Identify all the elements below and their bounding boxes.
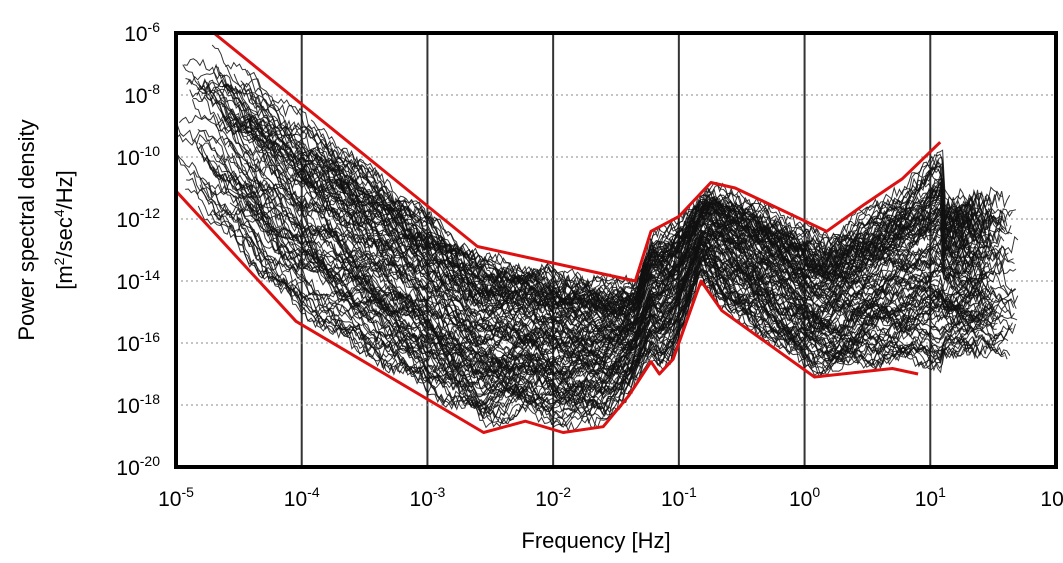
- envelope-lines: [176, 33, 942, 434]
- x-tick-label: 10-4: [284, 484, 320, 511]
- spectrum-trace: [315, 127, 1003, 312]
- y-tick-label: 10-20: [116, 453, 160, 480]
- spectrum-trace: [217, 121, 998, 379]
- spectrum-trace: [177, 156, 999, 415]
- spectrum-trace: [211, 44, 972, 300]
- plot-frame: [174, 31, 1058, 469]
- y-axis-unit-mid: /sec: [52, 217, 77, 257]
- y-tick-label: 10-10: [116, 143, 160, 170]
- y-axis-unit-prefix: [m: [52, 265, 77, 289]
- spectrum-trace: [209, 97, 991, 315]
- spectrum-trace: [233, 73, 1017, 307]
- spectrum-trace: [209, 209, 1009, 409]
- spectrum-trace: [299, 201, 1006, 358]
- spectrum-trace: [250, 123, 969, 322]
- spectrum-trace: [343, 217, 996, 358]
- spectrum-trace: [237, 223, 1013, 398]
- spectrum-trace: [196, 87, 1002, 324]
- x-tick-label: 10-5: [158, 484, 194, 511]
- spectra-traces: [176, 44, 1019, 433]
- y-tick-labels: 10-6 10-8 10-10 10-12 10-14 10-16 10-18 10-20: [116, 19, 160, 480]
- y-tick-label: 10-16: [116, 329, 160, 356]
- x-tick-label: 10-2: [535, 484, 571, 511]
- spectrum-trace: [244, 233, 1010, 429]
- spectrum-trace: [229, 202, 1013, 384]
- x-tick-labels: 10-5 10-4 10-3 10-2 10-1 100 101 102: [158, 484, 1063, 511]
- spectrum-trace: [235, 208, 996, 411]
- y-axis-unit-sup2: 4: [51, 209, 67, 217]
- y-tick-label: 10-8: [124, 81, 160, 108]
- x-tick-label: 10-1: [661, 484, 697, 511]
- spectrum-trace: [215, 124, 994, 355]
- y-tick-label: 10-14: [116, 267, 160, 294]
- spectrum-trace: [212, 154, 1012, 399]
- x-tick-label: 102: [1040, 484, 1063, 511]
- y-axis-unit-sup1: 2: [51, 257, 67, 265]
- spectrum-trace: [183, 58, 1013, 319]
- x-axis-title: Frequency [Hz]: [521, 528, 670, 553]
- spectrum-trace: [245, 184, 973, 367]
- spectrum-trace: [185, 63, 981, 323]
- lower-envelope-line: [176, 189, 919, 434]
- spectrum-trace: [246, 158, 971, 341]
- y-tick-label: 10-18: [116, 391, 160, 418]
- spectrum-trace: [213, 71, 1003, 316]
- spectrum-trace: [185, 188, 976, 433]
- spectrum-trace: [348, 254, 989, 408]
- spectrum-trace: [283, 233, 1017, 370]
- x-tick-label: 100: [789, 484, 820, 511]
- y-tick-label: 10-12: [116, 205, 160, 232]
- spectrum-trace: [247, 188, 1014, 362]
- spectrum-trace: [341, 254, 1008, 428]
- y-axis-title-line1: Power spectral density: [14, 119, 39, 340]
- spectrum-trace: [207, 160, 976, 377]
- x-tick-label: 101: [915, 484, 946, 511]
- y-axis-title-line2: [m2/sec4/Hz]: [51, 170, 77, 290]
- y-tick-label: 10-6: [124, 19, 160, 46]
- upper-envelope-line: [212, 33, 942, 283]
- spectrum-trace: [335, 173, 988, 317]
- y-axis-unit-suffix: /Hz]: [52, 170, 77, 209]
- x-tick-label: 10-3: [410, 484, 446, 511]
